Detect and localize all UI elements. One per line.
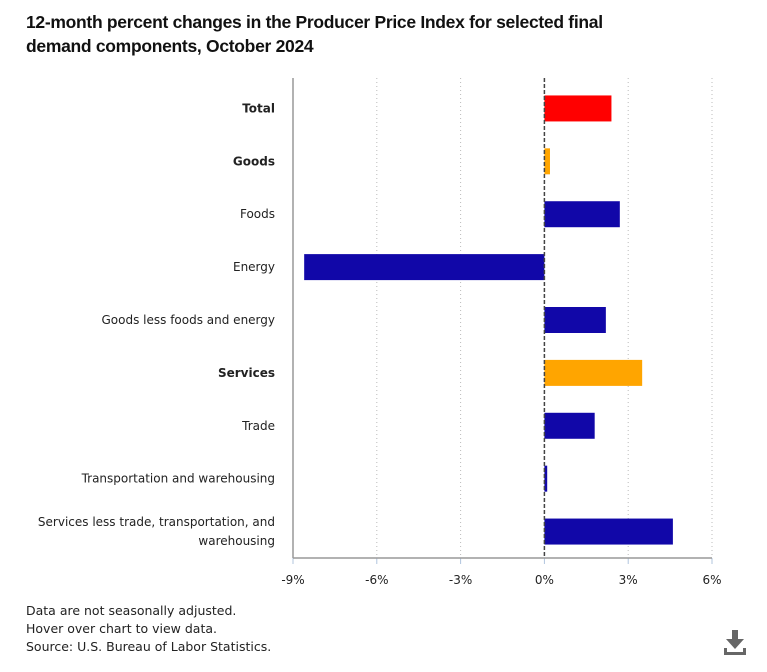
bar[interactable] xyxy=(544,412,595,439)
x-tick-label: -9% xyxy=(281,573,304,587)
bar[interactable] xyxy=(544,465,548,492)
bar[interactable] xyxy=(544,518,673,545)
note-seasonal: Data are not seasonally adjusted. xyxy=(26,603,237,618)
category-label: Services less trade, transportation, and… xyxy=(38,515,275,548)
chart-title: 12-month percent changes in the Producer… xyxy=(26,12,603,56)
bar[interactable] xyxy=(544,201,620,228)
category-label: Energy xyxy=(233,260,275,274)
download-button[interactable] xyxy=(722,628,748,658)
bar[interactable] xyxy=(304,254,545,281)
category-label: Trade xyxy=(241,419,275,433)
category-label: Foods xyxy=(240,207,275,221)
bar[interactable] xyxy=(544,307,606,333)
category-label: Services xyxy=(218,366,275,380)
x-tick-label: 3% xyxy=(619,573,638,587)
chart-notes: Data are not seasonally adjusted. Hover … xyxy=(26,602,271,656)
x-tick-label: 6% xyxy=(702,573,721,587)
note-hover: Hover over chart to view data. xyxy=(26,621,217,636)
bar[interactable] xyxy=(544,359,643,386)
x-tick-label: 0% xyxy=(535,573,554,587)
bar-chart[interactable]: -9% -6% -3% 0% 3% 6% Total Goods Foods Energy Good… xyxy=(0,0,767,600)
x-tick-label: -6% xyxy=(365,573,388,587)
bar[interactable] xyxy=(544,95,612,122)
note-source: Source: U.S. Bureau of Labor Statistics. xyxy=(26,639,272,654)
download-icon xyxy=(724,630,746,655)
bar[interactable] xyxy=(544,148,550,175)
x-tick-label: -3% xyxy=(449,573,472,587)
category-label: Goods xyxy=(233,154,275,168)
category-label: Transportation and warehousing xyxy=(81,472,275,486)
category-label: Goods less foods and energy xyxy=(102,313,276,327)
category-label: Total xyxy=(242,101,275,115)
